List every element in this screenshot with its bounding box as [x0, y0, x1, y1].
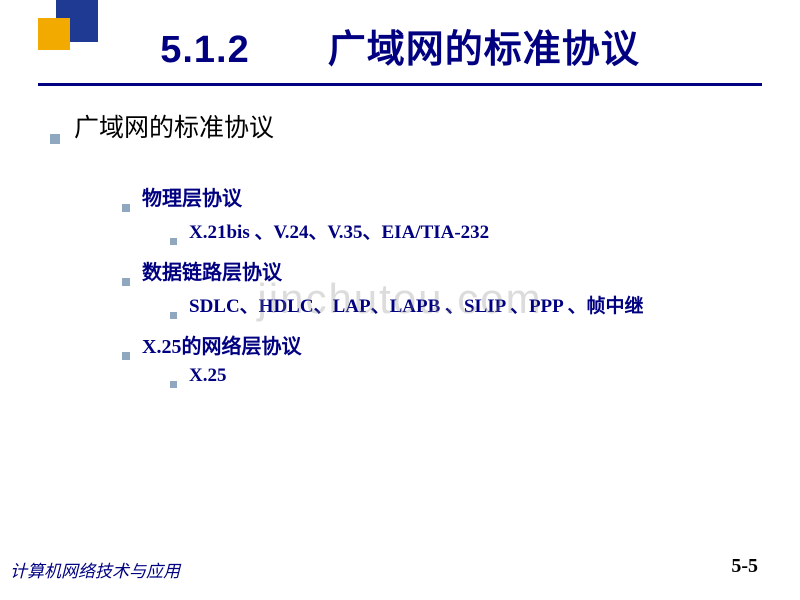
bullet-level3: X.21bis 、V.24、V.35、EIA/TIA-232: [170, 217, 760, 244]
bullet-text: 数据链路层协议: [142, 256, 282, 285]
square-bullet-icon: [50, 134, 60, 144]
page-number: 5-5: [731, 555, 758, 578]
bullet-text: 广域网的标准协议: [74, 108, 274, 144]
bullet-text: X.21bis 、V.24、V.35、EIA/TIA-232: [189, 217, 489, 244]
bullet-text: X.25的网络层协议: [142, 330, 301, 359]
square-bullet-icon: [170, 238, 177, 245]
title-underline: [38, 83, 762, 86]
bullet-level2: 物理层协议: [122, 182, 760, 211]
square-bullet-icon: [122, 352, 130, 360]
square-bullet-icon: [170, 312, 177, 319]
bullet-level3: SDLC、HDLC、LAP、LAPB 、SLIP 、PPP 、帧中继: [170, 291, 760, 318]
bullet-level3: X.25: [170, 365, 760, 387]
bullet-text: 物理层协议: [142, 182, 242, 211]
bullet-level2: 数据链路层协议: [122, 256, 760, 285]
bullet-text: SDLC、HDLC、LAP、LAPB 、SLIP 、PPP 、帧中继: [189, 291, 643, 318]
bullet-level2: X.25的网络层协议: [122, 330, 760, 359]
footer-left-text: 计算机网络技术与应用: [10, 557, 180, 582]
content-area: 广域网的标准协议 物理层协议 X.21bis 、V.24、V.35、EIA/TI…: [50, 108, 760, 399]
title-container: 5.1.2 广域网的标准协议: [0, 18, 800, 73]
slide-title: 5.1.2 广域网的标准协议: [160, 29, 640, 71]
square-bullet-icon: [122, 278, 130, 286]
square-bullet-icon: [170, 381, 177, 388]
square-bullet-icon: [122, 204, 130, 212]
bullet-text: X.25: [189, 365, 226, 387]
bullet-level1: 广域网的标准协议: [50, 108, 760, 144]
